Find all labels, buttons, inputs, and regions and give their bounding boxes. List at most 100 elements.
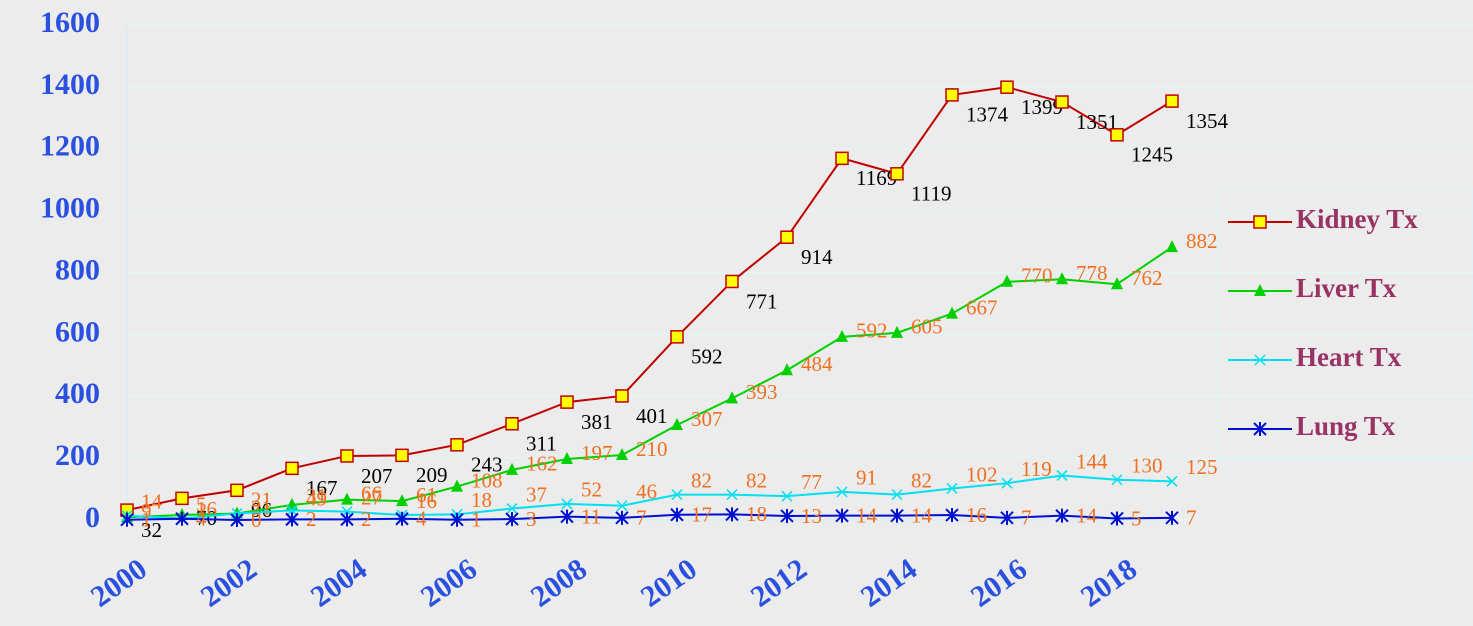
data-label: 14 (856, 503, 878, 527)
data-label: 381 (581, 410, 613, 434)
marker (835, 151, 849, 166)
marker (945, 508, 959, 523)
data-label: 2 (306, 507, 317, 531)
marker-part (615, 510, 629, 525)
data-label: 1354 (1186, 109, 1229, 133)
legend-box (1217, 187, 1473, 461)
marker (1165, 510, 1179, 525)
marker (340, 449, 354, 463)
marker-part (946, 306, 958, 319)
legend-label: Liver Tx (1296, 273, 1397, 303)
marker (286, 504, 298, 516)
marker (670, 330, 684, 344)
data-label: 209 (416, 463, 448, 487)
marker-part (285, 461, 299, 476)
marker (726, 391, 738, 404)
marker (1001, 477, 1013, 489)
marker (395, 448, 409, 463)
marker (780, 230, 794, 244)
y-tick-label: 200 (55, 439, 100, 472)
marker-part (616, 448, 628, 461)
x-tick-label: 2012 (745, 552, 813, 613)
marker-part (340, 449, 354, 463)
marker (725, 274, 739, 289)
marker (120, 512, 134, 527)
data-label: 592 (691, 345, 723, 369)
marker (1055, 508, 1069, 523)
marker-part (780, 508, 794, 523)
data-label: 1374 (966, 103, 1009, 127)
data-label: 9 (141, 499, 152, 523)
marker (340, 512, 354, 527)
marker-part (1110, 511, 1124, 526)
marker-part (1165, 510, 1179, 525)
data-label: 119 (1021, 457, 1052, 481)
marker (1001, 274, 1013, 287)
data-label: 82 (691, 468, 712, 492)
marker (1110, 128, 1124, 142)
data-label: 167 (306, 476, 338, 500)
marker-part (670, 507, 684, 522)
data-label: 52 (581, 478, 602, 502)
marker-part (616, 500, 628, 512)
data-label: 207 (361, 464, 393, 488)
data-label: 393 (746, 380, 778, 404)
data-label: 762 (1131, 266, 1163, 290)
marker (1253, 422, 1267, 436)
marker (671, 418, 683, 431)
marker (890, 167, 904, 181)
marker-part (451, 479, 463, 492)
data-label: 592 (856, 319, 888, 343)
marker-part (891, 489, 903, 501)
data-label: 484 (801, 352, 833, 376)
marker-part (1055, 95, 1069, 109)
marker-part (670, 330, 684, 344)
y-tick-label: 1600 (40, 6, 100, 39)
marker (1056, 272, 1068, 285)
marker-part (945, 508, 959, 523)
data-label: 5 (196, 492, 207, 516)
series-line (126, 246, 1173, 519)
y-tick-label: 800 (55, 253, 100, 286)
marker (616, 500, 628, 512)
marker-part (450, 512, 464, 527)
marker-part (1166, 475, 1178, 487)
marker-part (836, 329, 848, 342)
data-label: 311 (526, 432, 557, 456)
marker-part (175, 511, 189, 526)
x-tick-label: 2010 (635, 552, 703, 613)
data-label: 3 (526, 507, 537, 531)
marker-part (1000, 80, 1014, 94)
marker-part (505, 417, 519, 431)
marker (505, 417, 519, 431)
marker-part (890, 167, 904, 181)
marker-part (1000, 510, 1014, 525)
data-label: 243 (471, 453, 503, 477)
x-tick-label: 2004 (305, 552, 373, 613)
marker (836, 329, 848, 342)
marker-part (1254, 284, 1266, 296)
marker-part (560, 509, 574, 524)
marker (450, 438, 464, 452)
marker-part (946, 482, 958, 494)
marker (230, 513, 244, 527)
marker-part (1001, 477, 1013, 489)
marker-part (1253, 422, 1267, 436)
marker-part (1056, 272, 1068, 285)
data-label: 16 (966, 503, 987, 527)
data-label: 91 (856, 466, 877, 490)
marker-part (505, 512, 519, 527)
data-label: 49 (306, 487, 327, 511)
data-label: 21 (251, 487, 272, 511)
series-line (126, 86, 1173, 512)
marker (561, 498, 573, 510)
data-label: 102 (966, 462, 998, 486)
marker (505, 512, 519, 527)
data-label: 61 (416, 483, 437, 507)
data-label: 14 (141, 489, 163, 513)
marker-part (341, 492, 353, 505)
marker (725, 507, 739, 522)
marker (1055, 95, 1069, 109)
data-label: 14 (911, 503, 933, 527)
